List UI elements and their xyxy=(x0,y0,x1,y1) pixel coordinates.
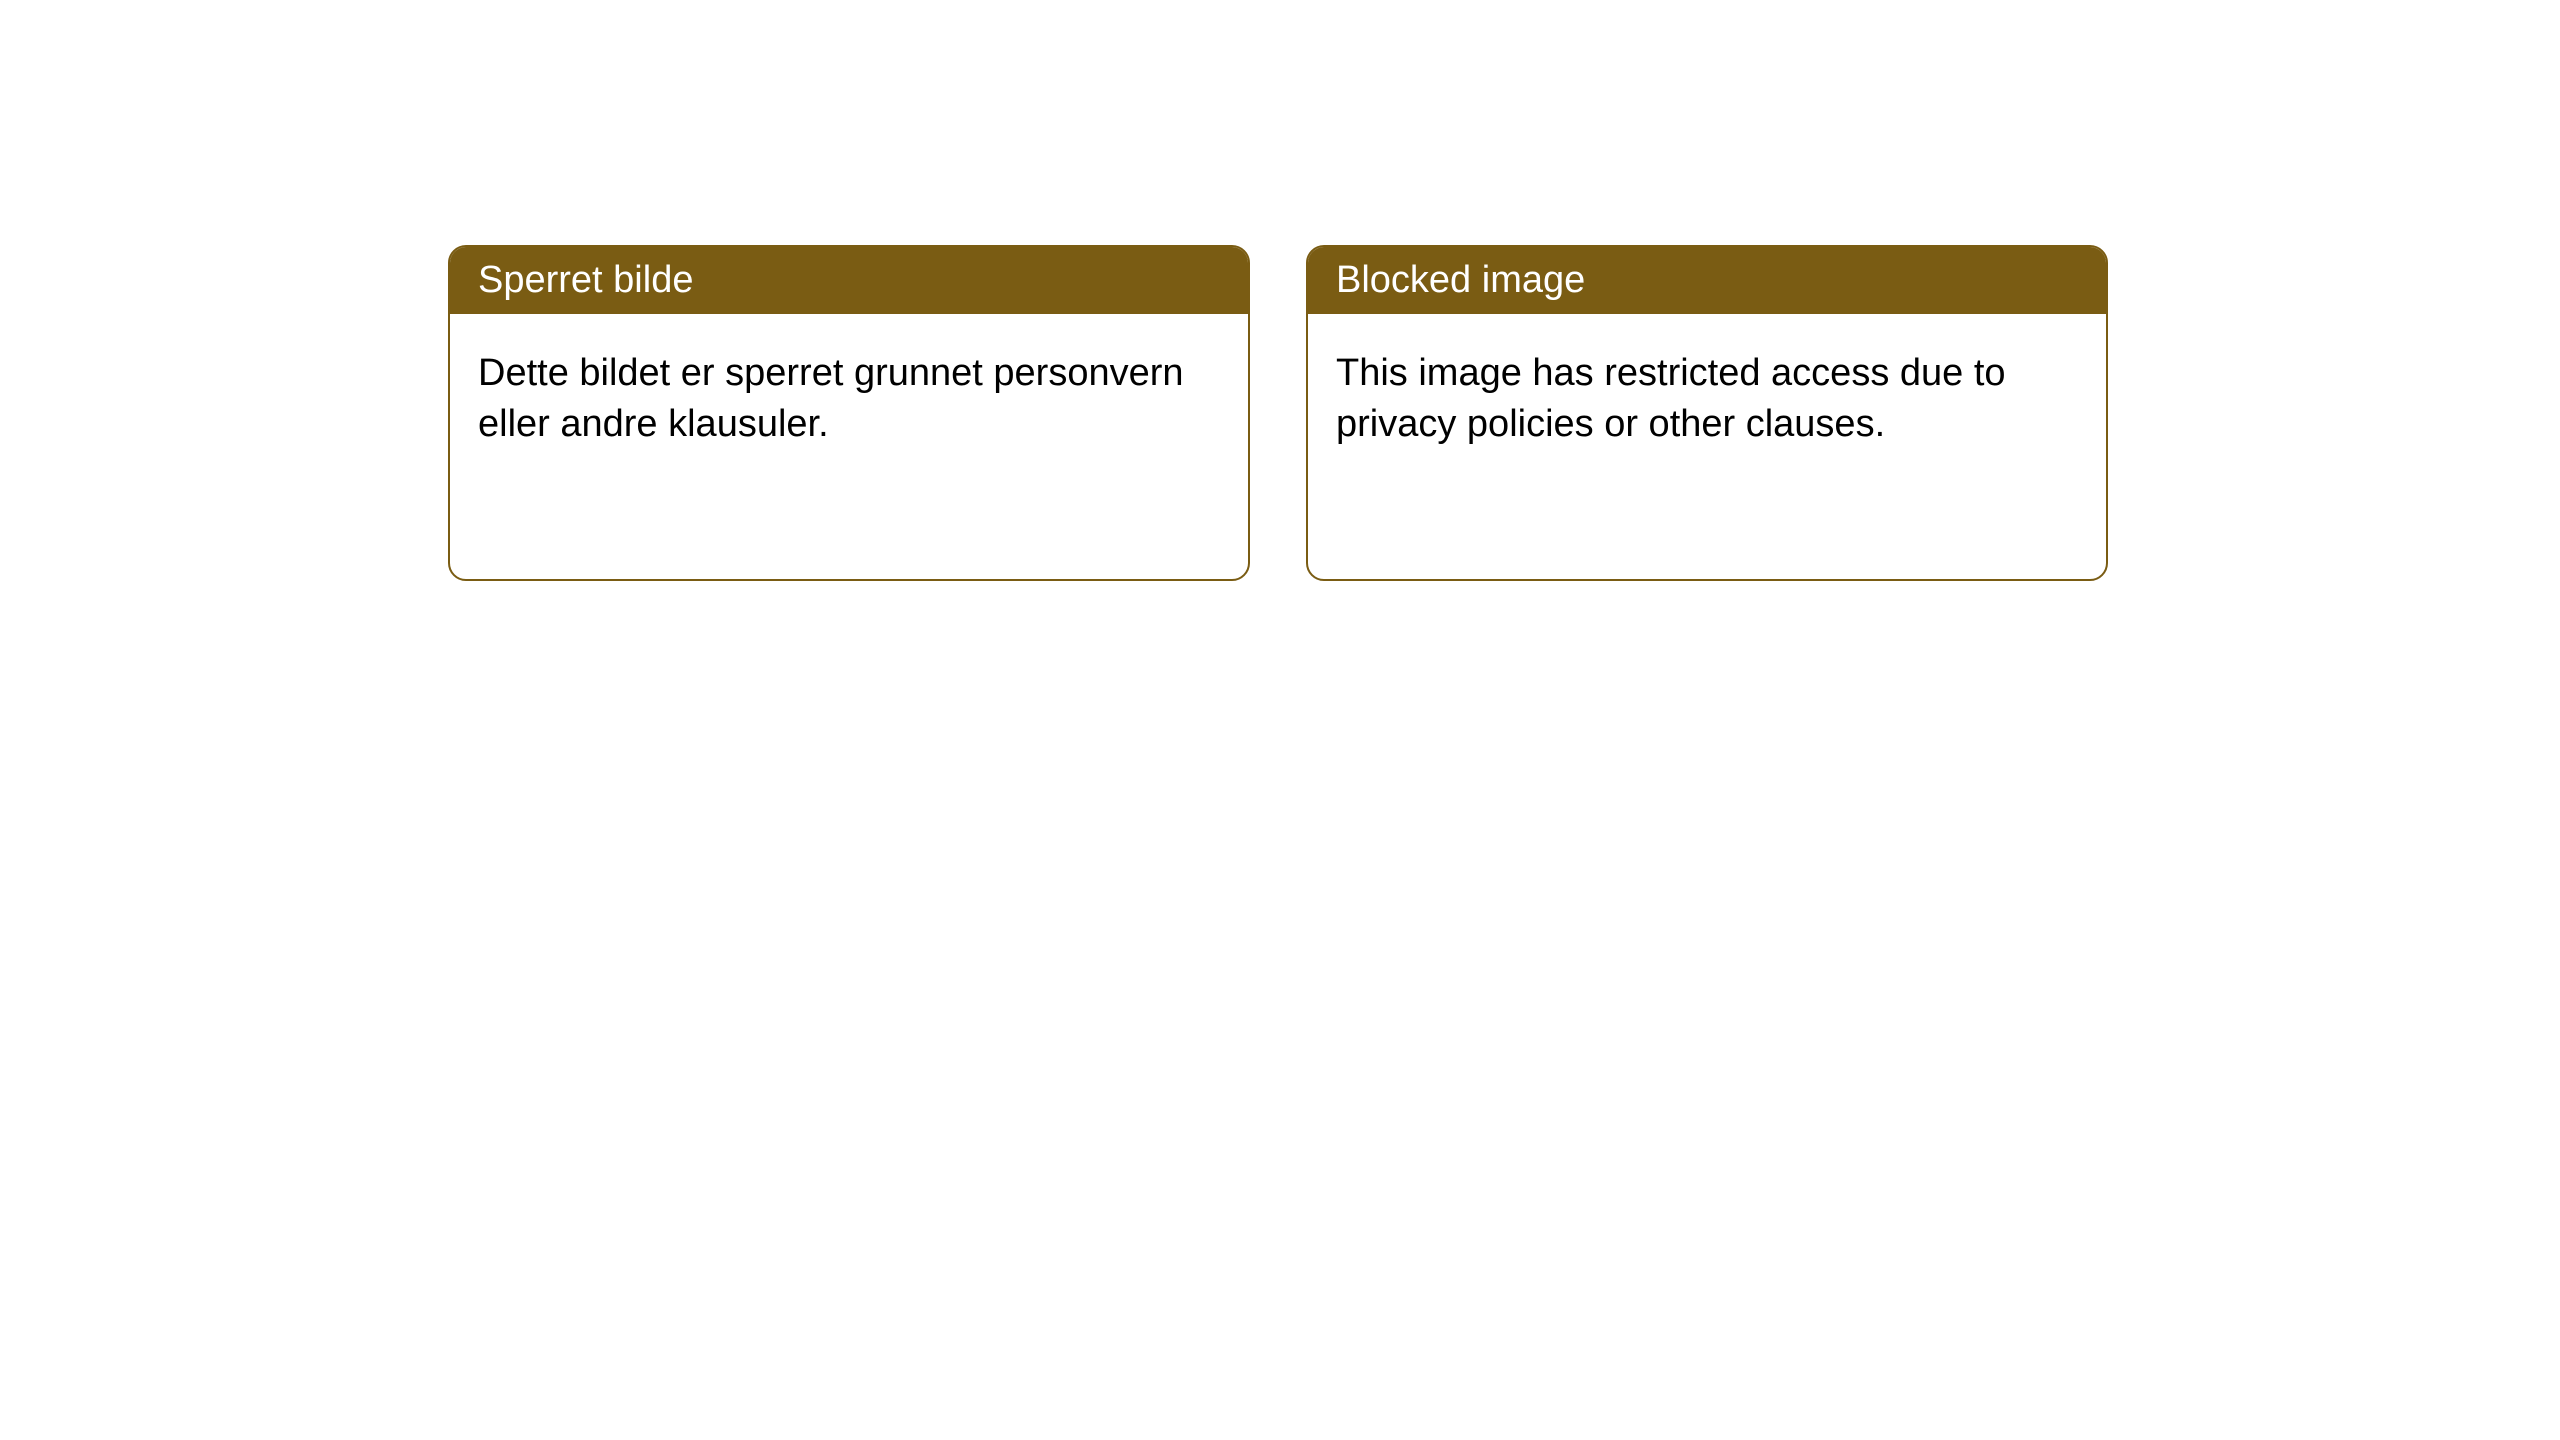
card-text-no: Dette bildet er sperret grunnet personve… xyxy=(478,352,1184,445)
card-body-en: This image has restricted access due to … xyxy=(1308,314,2106,485)
card-header-en: Blocked image xyxy=(1308,247,2106,314)
card-title-no: Sperret bilde xyxy=(478,259,693,301)
blocked-image-card-en: Blocked image This image has restricted … xyxy=(1306,245,2108,581)
blocked-image-card-no: Sperret bilde Dette bildet er sperret gr… xyxy=(448,245,1250,581)
card-title-en: Blocked image xyxy=(1336,259,1585,301)
card-body-no: Dette bildet er sperret grunnet personve… xyxy=(450,314,1248,485)
card-text-en: This image has restricted access due to … xyxy=(1336,352,2006,445)
card-header-no: Sperret bilde xyxy=(450,247,1248,314)
notice-container: Sperret bilde Dette bildet er sperret gr… xyxy=(448,245,2108,581)
